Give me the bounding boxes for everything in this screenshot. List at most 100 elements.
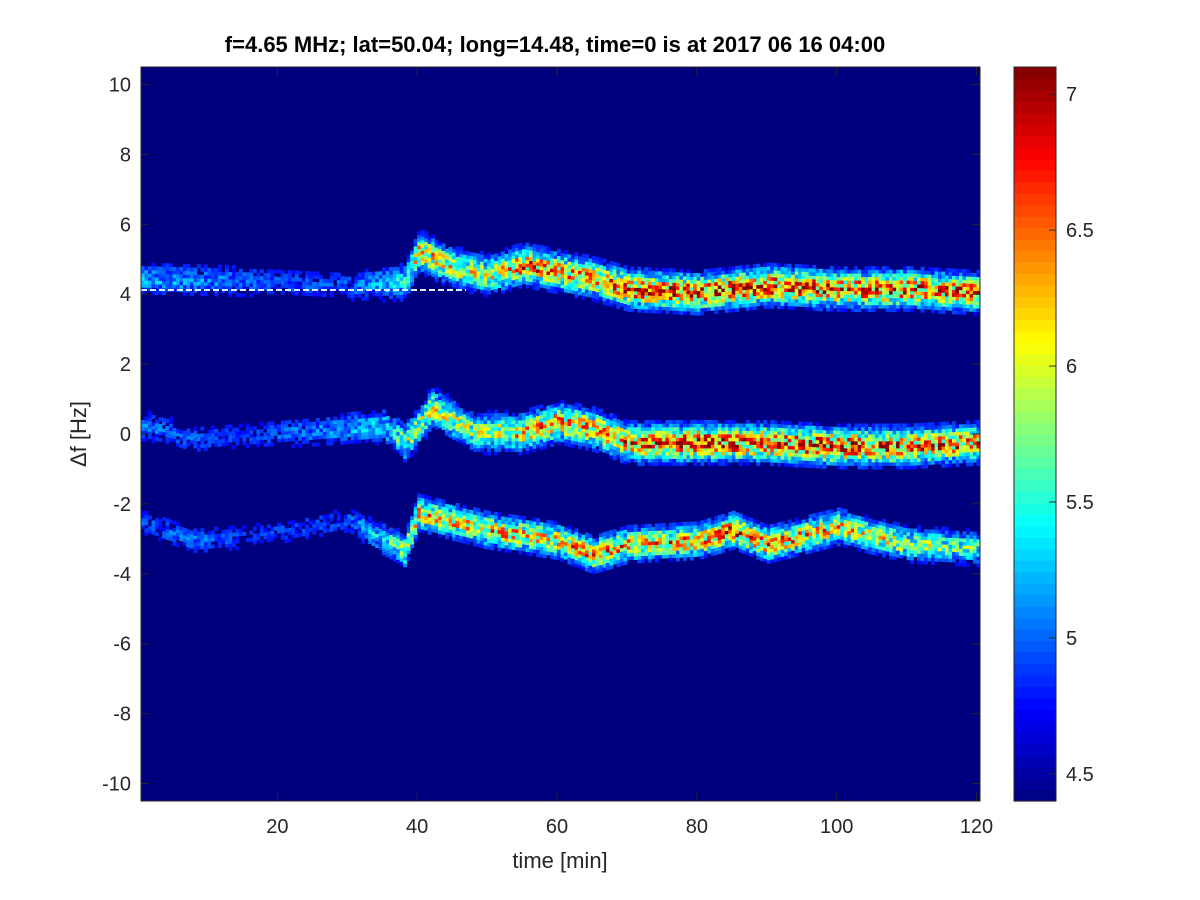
heat-cell [448, 412, 453, 417]
heat-cell [532, 261, 537, 266]
heat-cell [899, 269, 904, 274]
heat-cell [592, 423, 596, 428]
heat-cell [847, 276, 852, 281]
heat-cell [480, 413, 484, 417]
heat-cell [812, 439, 817, 444]
heat-cell [731, 444, 736, 449]
heat-cell [406, 254, 411, 259]
heat-cell [228, 424, 233, 429]
heat-cell [784, 263, 789, 268]
heat-cell [784, 291, 789, 296]
heat-cell [668, 306, 673, 311]
heat-cell [553, 424, 558, 429]
heat-cell [651, 448, 656, 452]
heat-cell [763, 273, 768, 278]
heat-cell [913, 423, 918, 428]
heat-cell [959, 427, 963, 432]
heat-cell [609, 268, 614, 272]
heat-cell [574, 259, 579, 264]
heat-cell [176, 525, 180, 530]
heat-cell [770, 262, 775, 267]
heat-cell [815, 433, 820, 437]
heat-cell [941, 432, 946, 437]
heat-cell [644, 434, 649, 438]
heat-cell [885, 290, 890, 295]
heat-cell [427, 396, 432, 401]
heat-cell [707, 268, 712, 273]
heat-cell [899, 297, 904, 302]
heat-cell [350, 294, 355, 298]
heat-cell [819, 450, 824, 455]
heat-cell [679, 310, 684, 315]
heat-cell [770, 280, 775, 285]
heat-cell [375, 271, 380, 276]
heat-cell [829, 433, 834, 438]
heat-cell [553, 403, 558, 408]
heat-cell [619, 267, 624, 272]
heat-cell [336, 272, 341, 277]
heat-cell [455, 277, 460, 282]
heat-cell [742, 437, 747, 442]
heat-cell [193, 545, 198, 550]
heat-cell [871, 427, 876, 431]
heat-cell [864, 455, 869, 459]
heat-cell [969, 458, 974, 463]
heat-cell [910, 465, 914, 470]
heat-cell [403, 276, 408, 281]
heat-cell [259, 436, 264, 441]
heat-cell [623, 293, 628, 297]
heat-cell [899, 434, 904, 438]
heat-cell [780, 434, 785, 439]
heat-cell [592, 416, 596, 421]
heat-cell [543, 259, 547, 264]
heat-cell [420, 433, 425, 437]
heat-cell [924, 461, 928, 465]
heat-cell [696, 301, 701, 306]
heat-cell [623, 450, 628, 454]
heat-cell [487, 269, 491, 274]
heat-cell [836, 266, 841, 271]
heat-cell [497, 441, 502, 445]
heat-cell [473, 441, 477, 445]
heat-cell [857, 441, 862, 445]
heat-cell [787, 291, 792, 296]
heat-cell [847, 280, 852, 285]
heat-cell [539, 273, 544, 278]
heat-cell [927, 298, 932, 303]
heat-cell [952, 428, 956, 433]
heat-cell [403, 273, 408, 278]
heat-cell [424, 245, 429, 250]
heat-cell [668, 462, 673, 466]
heat-cell [644, 430, 649, 435]
heat-cell [633, 287, 638, 292]
heat-cell [609, 430, 614, 435]
heat-cell [714, 275, 719, 279]
heat-cell [434, 271, 439, 276]
heat-cell [962, 290, 967, 294]
heat-cell [822, 436, 827, 441]
heat-cell [749, 444, 754, 449]
heat-cell [301, 284, 306, 289]
heat-cell [378, 295, 383, 300]
heat-cell [612, 297, 617, 301]
heat-cell [571, 405, 575, 410]
heat-cell [675, 434, 680, 438]
heat-cell [665, 285, 670, 290]
heat-cell [633, 434, 638, 438]
heat-cell [840, 437, 845, 442]
heat-cell [515, 282, 519, 287]
heat-cell [773, 277, 778, 281]
heat-cell [284, 273, 289, 278]
heat-cell [808, 446, 813, 451]
heat-cell [200, 531, 205, 536]
heat-cell [595, 263, 600, 268]
heat-cell [189, 436, 194, 441]
heat-cell [340, 433, 345, 438]
heat-cell [735, 300, 740, 305]
heat-cell [543, 256, 547, 261]
heat-cell [752, 267, 757, 272]
heat-cell [305, 425, 310, 430]
heat-cell [829, 440, 834, 445]
heat-cell [347, 294, 352, 299]
heat-cell [434, 394, 439, 398]
